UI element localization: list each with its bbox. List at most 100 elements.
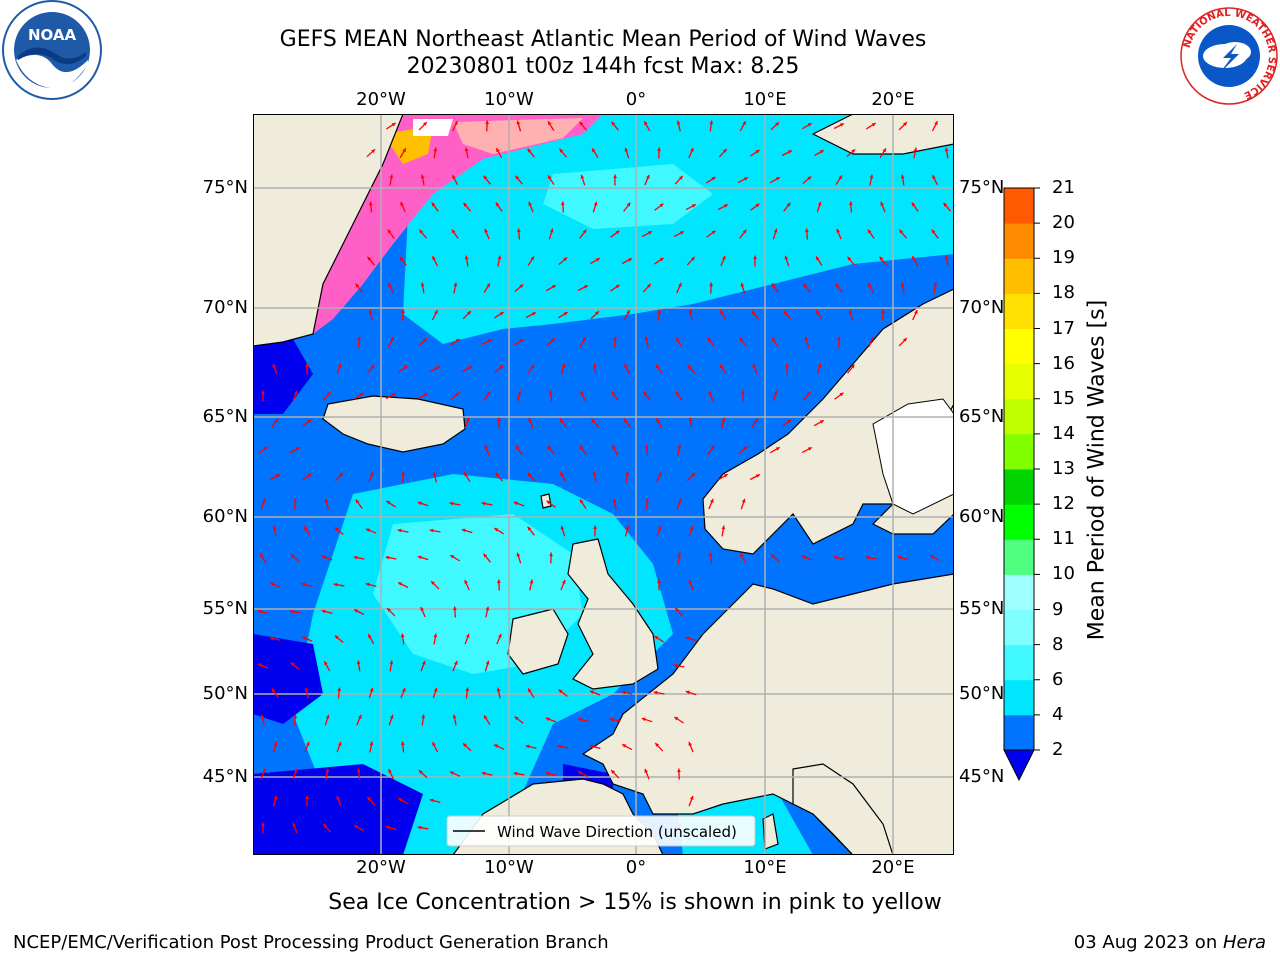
wind-wave-arrow	[900, 282, 905, 294]
wind-wave-arrow	[493, 311, 505, 319]
wind-wave-arrow	[495, 147, 503, 159]
wind-wave-arrow	[323, 660, 331, 672]
wind-wave-arrow	[495, 202, 503, 212]
wind-wave-arrow	[589, 690, 601, 696]
wind-wave-arrow	[804, 336, 810, 348]
wind-wave-arrow	[642, 391, 652, 401]
wind-wave-arrow	[611, 121, 619, 131]
wind-wave-arrow	[289, 446, 301, 454]
wind-wave-arrow	[516, 228, 521, 240]
wind-wave-arrow	[579, 121, 587, 131]
wind-wave-arrow	[612, 444, 618, 456]
wind-wave-arrow	[816, 363, 822, 375]
wind-wave-arrow	[770, 121, 780, 131]
wind-wave-arrow	[516, 120, 522, 132]
wind-wave-arrow	[770, 553, 780, 563]
wind-wave-arrow	[771, 336, 779, 348]
lat-tick-left: 55°N	[202, 598, 248, 619]
wind-wave-arrow	[257, 663, 269, 669]
colorbar-tick: 9	[1052, 598, 1064, 620]
wind-wave-arrow	[483, 175, 491, 185]
wind-wave-arrow	[720, 255, 726, 267]
wind-wave-arrow	[771, 283, 779, 293]
wind-wave-arrow	[879, 148, 887, 158]
colorbar-tick: 12	[1052, 493, 1075, 515]
wind-wave-arrow	[645, 498, 650, 510]
wind-wave-arrow	[751, 418, 759, 428]
wind-wave-arrow	[558, 148, 568, 158]
wind-wave-arrow	[816, 201, 822, 213]
wind-wave-arrow	[366, 148, 376, 158]
wind-wave-arrow	[609, 717, 621, 722]
wind-wave-arrow	[752, 363, 758, 375]
wind-wave-arrow	[366, 256, 376, 266]
noaa-logo-text: NOAA	[28, 26, 77, 44]
wind-wave-arrow	[483, 282, 491, 294]
wind-wave-arrow	[481, 338, 493, 346]
colorbar-segment	[1004, 188, 1034, 224]
wind-wave-arrow	[417, 555, 429, 561]
wind-wave-arrow	[676, 120, 681, 132]
wind-wave-arrow	[613, 336, 618, 348]
wind-wave-arrow	[325, 768, 330, 780]
wind-wave-arrow	[688, 309, 693, 321]
colorbar-segment	[1004, 328, 1034, 365]
wind-wave-arrow	[514, 283, 524, 293]
lon-tick-bottom: 20°W	[356, 857, 406, 878]
wind-wave-arrow	[783, 310, 791, 320]
wind-wave-arrow	[623, 418, 631, 428]
wind-wave-arrow	[367, 633, 375, 645]
wind-wave-arrow	[257, 609, 269, 614]
wind-wave-arrow	[688, 417, 693, 429]
lon-tick-bottom: 20°E	[871, 857, 915, 878]
wind-wave-arrow	[740, 282, 746, 294]
wind-wave-arrow	[848, 201, 853, 213]
wind-wave-arrow	[675, 391, 683, 401]
wind-wave-arrow	[353, 555, 365, 560]
wind-wave-arrow	[269, 636, 281, 641]
wind-wave-arrow	[739, 120, 747, 132]
wind-wave-arrow	[677, 768, 681, 780]
wind-wave-arrow	[290, 661, 300, 671]
wind-wave-arrow	[386, 500, 396, 508]
wind-wave-arrow	[431, 255, 439, 267]
wind-wave-arrow	[900, 174, 905, 186]
colorbar-tick: 10	[1052, 563, 1075, 585]
wind-wave-arrow	[580, 390, 586, 402]
wind-wave-arrow	[260, 714, 265, 726]
wind-wave-arrow	[656, 525, 662, 537]
wind-wave-arrow	[869, 174, 874, 186]
wind-wave-arrow	[654, 257, 664, 265]
wind-wave-arrow	[400, 201, 406, 213]
wind-wave-arrow	[846, 256, 856, 266]
wind-wave-arrow	[772, 390, 778, 402]
wind-wave-arrow	[271, 688, 279, 698]
wind-wave-arrow	[558, 689, 568, 697]
wind-wave-arrow	[549, 552, 553, 564]
wind-wave-arrow	[386, 607, 396, 617]
wind-wave-arrow	[269, 473, 281, 481]
wind-wave-arrow	[513, 501, 525, 507]
wind-wave-arrow	[293, 498, 298, 510]
lat-tick-left: 45°N	[202, 766, 248, 787]
wind-wave-arrow	[912, 309, 918, 321]
wind-wave-arrow	[514, 175, 524, 185]
wind-wave-arrow	[420, 660, 426, 672]
wind-wave-arrow	[933, 282, 938, 294]
wind-wave-arrow	[421, 714, 426, 726]
wind-wave-arrow	[688, 579, 694, 591]
wind-wave-arrow	[674, 716, 684, 724]
wind-wave-arrow	[452, 120, 458, 132]
colorbar-extend-arrow	[1003, 749, 1035, 782]
wind-wave-arrow	[942, 202, 952, 212]
wind-wave-arrow	[674, 607, 684, 617]
wind-wave-arrow	[686, 364, 696, 374]
wind-wave-arrow	[496, 687, 501, 699]
wind-wave-arrow	[336, 741, 342, 753]
colorbar-segment	[1004, 398, 1034, 435]
wind-wave-arrow	[803, 391, 811, 401]
wind-wave-arrow	[769, 446, 781, 454]
wind-wave-arrow	[429, 528, 441, 533]
wind-wave-arrow	[590, 418, 600, 428]
wind-wave-arrow	[783, 202, 791, 212]
